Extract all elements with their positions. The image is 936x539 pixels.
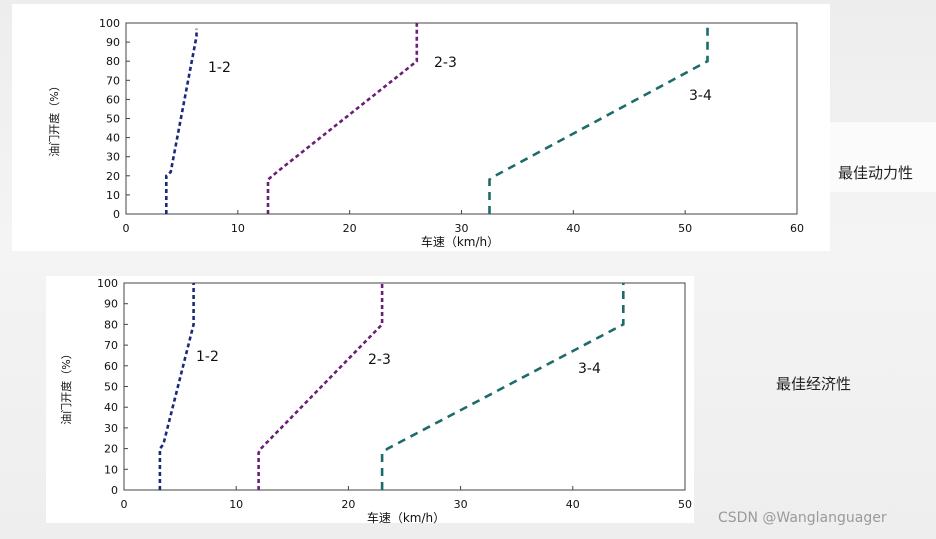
x-tick-label: 20 [343,222,357,235]
y-tick-label: 30 [106,151,120,164]
x-tick-label: 50 [678,222,692,235]
x-tick-label: 50 [678,498,692,511]
x-tick-label: 40 [566,498,580,511]
series-line-2-3 [266,23,419,214]
series-line-1-2 [165,28,198,214]
x-tick-label: 30 [455,222,469,235]
x-tick-label: 40 [566,222,580,235]
y-tick-label: 50 [104,381,118,394]
y-tick-label: 0 [111,484,118,497]
series-line-3-4 [488,23,709,214]
series-label-1-2: 1-2 [196,349,219,365]
y-tick-label: 100 [97,277,118,290]
y-axis-label: 油门开度（%） [59,348,73,424]
y-tick-label: 10 [106,189,120,202]
y-tick-label: 30 [104,422,118,435]
y-tick-label: 90 [104,298,118,311]
y-tick-label: 90 [106,36,120,49]
y-tick-label: 20 [104,443,118,456]
y-tick-label: 70 [106,74,120,87]
watermark: CSDN @Wanglanguager [718,510,887,526]
plot-frame [123,282,686,491]
x-tick-label: 60 [790,222,804,235]
caption-box-dynamic [830,122,936,192]
x-tick-label: 30 [454,498,468,511]
y-tick-label: 100 [99,17,120,30]
y-tick-label: 60 [104,360,118,373]
caption-best-economy: 最佳经济性 [776,375,852,393]
x-axis-label: 车速（km/h） [421,234,499,249]
series-label-3-4: 3-4 [689,88,712,104]
series-line-2-3 [257,283,384,490]
y-tick-label: 80 [104,318,118,331]
series-label-3-4: 3-4 [578,361,601,377]
x-tick-label: 20 [341,498,355,511]
y-tick-label: 60 [106,93,120,106]
chart-panel-economy [46,276,694,523]
series-line-3-4 [380,283,625,490]
y-tick-label: 80 [106,55,120,68]
series-label-2-3: 2-3 [368,352,391,368]
plot-frame [125,22,798,215]
series-label-1-2: 1-2 [208,60,231,76]
series-line-1-2 [158,283,195,490]
x-tick-label: 0 [123,222,130,235]
y-tick-label: 50 [106,113,120,126]
y-tick-label: 40 [106,132,120,145]
x-tick-label: 0 [121,498,128,511]
x-tick-label: 10 [231,222,245,235]
chart-panel-dynamic [12,4,830,251]
y-tick-label: 20 [106,170,120,183]
y-tick-label: 10 [104,463,118,476]
y-tick-label: 40 [104,401,118,414]
x-axis-label: 车速（km/h） [367,510,445,525]
y-tick-label: 0 [113,208,120,221]
x-tick-label: 10 [229,498,243,511]
y-axis-label: 油门开度（%） [47,80,61,156]
y-tick-label: 70 [104,339,118,352]
series-label-2-3: 2-3 [434,55,457,71]
caption-best-dynamic: 最佳动力性 [838,164,914,182]
